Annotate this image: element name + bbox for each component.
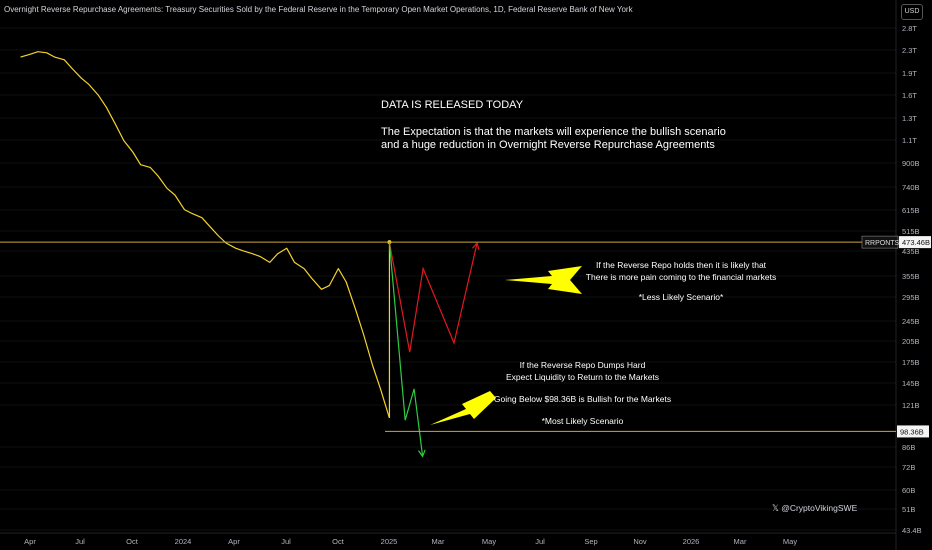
y-tick-label: 435B <box>902 247 920 256</box>
bear-arrow <box>505 266 582 294</box>
x-tick-label: 2025 <box>381 537 398 546</box>
x-tick-label: 2026 <box>683 537 700 546</box>
bear-note-line: There is more pain coming to the financi… <box>585 272 777 282</box>
bear-note-line: If the Reverse Repo holds then it is lik… <box>595 260 767 270</box>
x-tick-label: Jul <box>535 537 545 546</box>
y-tick-label: 515B <box>902 227 920 236</box>
y-tick-label: 1.1T <box>902 136 917 145</box>
main-body: The Expectation is that the markets will… <box>381 126 726 152</box>
y-tick-label: 615B <box>902 206 920 215</box>
bull-path-head <box>417 449 426 458</box>
level-tag-box <box>861 235 899 249</box>
bull-note-line: Expect Liquidity to Return to the Market… <box>505 372 660 382</box>
main-heading: DATA IS RELEASED TODAY <box>381 99 524 111</box>
y-tick-label: 2.3T <box>902 46 917 55</box>
x-tick-label: Nov <box>633 537 647 546</box>
series-line <box>20 51 390 419</box>
level-value-label: 473.46B <box>902 238 930 247</box>
x-tick-label: Mar <box>734 537 747 546</box>
x-tick-label: Sep <box>584 537 597 546</box>
chart-title: Overnight Reverse Repurchase Agreements:… <box>4 5 633 14</box>
y-tick-label: 1.9T <box>902 69 917 78</box>
x-tick-label: Oct <box>332 537 345 546</box>
currency-button[interactable]: USD <box>901 4 923 20</box>
bull-path <box>388 242 424 457</box>
bull-note-scenario: *Most Likely Scenario <box>541 416 624 426</box>
y-tick-label: 1.6T <box>902 91 917 100</box>
level-value-label: 98.36B <box>900 427 924 436</box>
x-tick-label: Oct <box>126 537 139 546</box>
y-tick-label: 60B <box>902 486 915 495</box>
level-tag-label: RRPONTSYD <box>865 240 909 247</box>
bull-arrow <box>430 391 496 425</box>
y-tick-label: 175B <box>902 358 920 367</box>
bull-note-line: If the Reverse Repo Dumps Hard <box>519 360 646 370</box>
level-value-box <box>897 425 929 438</box>
bull-note-line: Going Below $98.36B is Bullish for the M… <box>493 394 672 404</box>
x-tick-label: Apr <box>24 537 36 546</box>
y-tick-label: 51B <box>902 505 915 514</box>
x-tick-label: May <box>783 537 797 546</box>
y-tick-label: 1.3T <box>902 114 917 123</box>
bear-path-head <box>471 241 480 250</box>
main-body-line: The Expectation is that the markets will… <box>381 126 726 138</box>
x-tick-label: 2024 <box>175 537 192 546</box>
bear-path <box>388 241 478 353</box>
x-tick-label: Mar <box>432 537 445 546</box>
y-tick-label: 900B <box>902 159 920 168</box>
main-body-line: and a huge reduction in Overnight Revers… <box>381 139 715 151</box>
bear-note-scenario: *Less Likely Scenario* <box>638 292 724 302</box>
y-tick-label: 86B <box>902 443 915 452</box>
y-tick-label: 295B <box>902 293 920 302</box>
y-tick-label: 145B <box>902 379 920 388</box>
x-tick-label: Jul <box>75 537 85 546</box>
bull-note: If the Reverse Repo Dumps Hard Expect Li… <box>470 359 695 427</box>
author-handle[interactable]: 𝕏 @CryptoVikingSWE <box>772 503 858 513</box>
x-tick-label: May <box>482 537 496 546</box>
x-tick-label: Jul <box>281 537 291 546</box>
y-tick-label: 43.4B <box>902 526 922 535</box>
y-tick-label: 2.8T <box>902 24 917 33</box>
bear-note: If the Reverse Repo holds then it is lik… <box>566 259 796 303</box>
x-tick-label: Apr <box>228 537 240 546</box>
y-tick-label: 355B <box>902 272 920 281</box>
y-tick-label: 740B <box>902 183 920 192</box>
y-tick-label: 121B <box>902 401 920 410</box>
level-value-box <box>899 236 931 249</box>
y-tick-label: 72B <box>902 463 915 472</box>
y-tick-label: 205B <box>902 337 920 346</box>
y-tick-label: 245B <box>902 317 920 326</box>
